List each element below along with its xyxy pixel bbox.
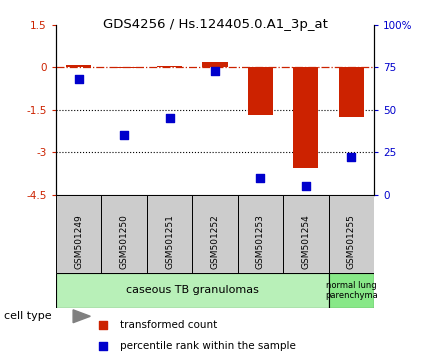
Text: GDS4256 / Hs.124405.0.A1_3p_at: GDS4256 / Hs.124405.0.A1_3p_at [103,18,327,31]
Bar [293,67,318,168]
Bar [101,195,147,273]
Bar [56,273,329,308]
Polygon shape [73,310,90,323]
Bar [112,67,137,68]
Bar [238,195,283,273]
Bar [147,195,192,273]
Bar [192,195,238,273]
Text: GSM501253: GSM501253 [256,214,265,269]
Text: GSM501249: GSM501249 [74,214,83,269]
Text: caseous TB granulomas: caseous TB granulomas [126,285,259,295]
Point [100,322,107,328]
Text: transformed count: transformed count [120,320,218,331]
Bar [157,65,182,67]
Point [166,115,173,121]
Point [75,76,82,82]
Point [302,183,309,189]
Text: GSM501250: GSM501250 [120,214,129,269]
Bar [203,62,227,67]
Bar [329,195,374,273]
Text: percentile rank within the sample: percentile rank within the sample [120,341,296,351]
Text: GSM501251: GSM501251 [165,214,174,269]
Text: cell type: cell type [4,311,52,321]
Point [121,132,128,138]
Bar [283,195,329,273]
Point [348,154,355,160]
Text: GSM501252: GSM501252 [211,214,219,269]
Bar [66,65,91,67]
Bar [329,273,374,308]
Text: GSM501255: GSM501255 [347,214,356,269]
Text: GSM501254: GSM501254 [301,214,310,269]
Point [212,68,218,74]
Bar [56,195,101,273]
Text: normal lung
parenchyma: normal lung parenchyma [325,281,378,300]
Bar [339,67,364,117]
Point [100,343,107,349]
Point [257,175,264,181]
Bar [248,67,273,115]
